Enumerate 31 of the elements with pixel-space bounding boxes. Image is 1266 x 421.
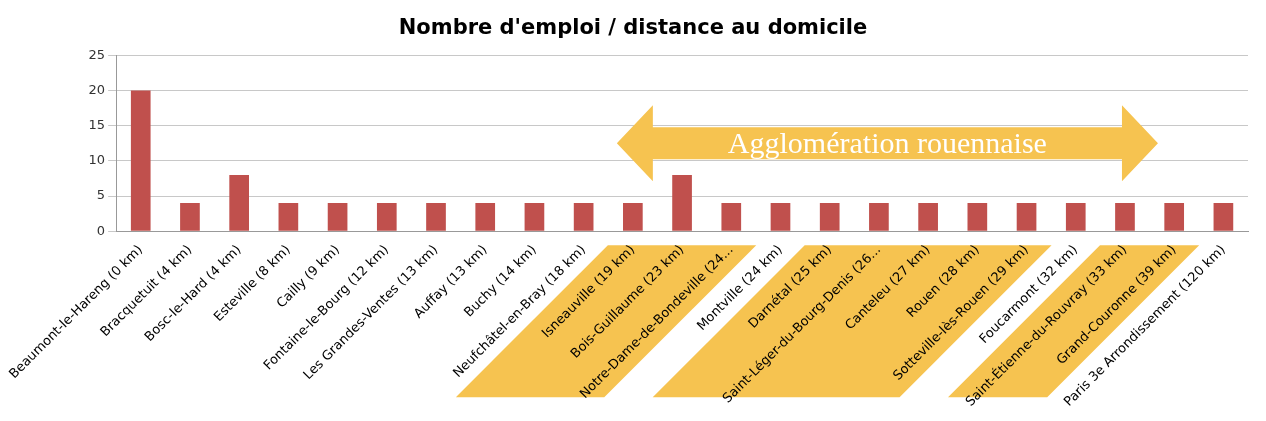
bar — [869, 203, 889, 231]
bar — [229, 174, 249, 231]
bar — [327, 203, 348, 231]
bar — [623, 203, 643, 231]
y-tick-label: 25 — [88, 46, 106, 62]
bar — [770, 203, 791, 231]
bar — [819, 203, 840, 231]
bar — [376, 203, 397, 231]
y-tick-label: 15 — [88, 117, 106, 132]
bar — [1065, 203, 1086, 231]
annotation: Agglomération rouennaise — [726, 125, 1048, 162]
bar — [1115, 203, 1135, 231]
bar — [278, 203, 299, 231]
bar — [672, 174, 692, 231]
chart-title: Nombre d'emploi / distance au domicile — [398, 15, 868, 40]
bar — [573, 203, 594, 231]
bar — [524, 203, 545, 231]
bar — [130, 90, 151, 231]
y-tick-label: 5 — [96, 187, 106, 203]
bar — [475, 203, 496, 231]
y-tick-label: 10 — [88, 152, 106, 168]
y-tick-label: 0 — [96, 222, 106, 238]
bar — [1213, 203, 1234, 231]
bar — [918, 203, 938, 231]
bar — [1164, 203, 1185, 231]
bar — [721, 203, 742, 231]
y-tick-label: 20 — [88, 81, 106, 97]
bar — [967, 203, 988, 231]
bar — [180, 203, 200, 231]
bar — [1016, 203, 1037, 231]
bar — [426, 203, 446, 231]
